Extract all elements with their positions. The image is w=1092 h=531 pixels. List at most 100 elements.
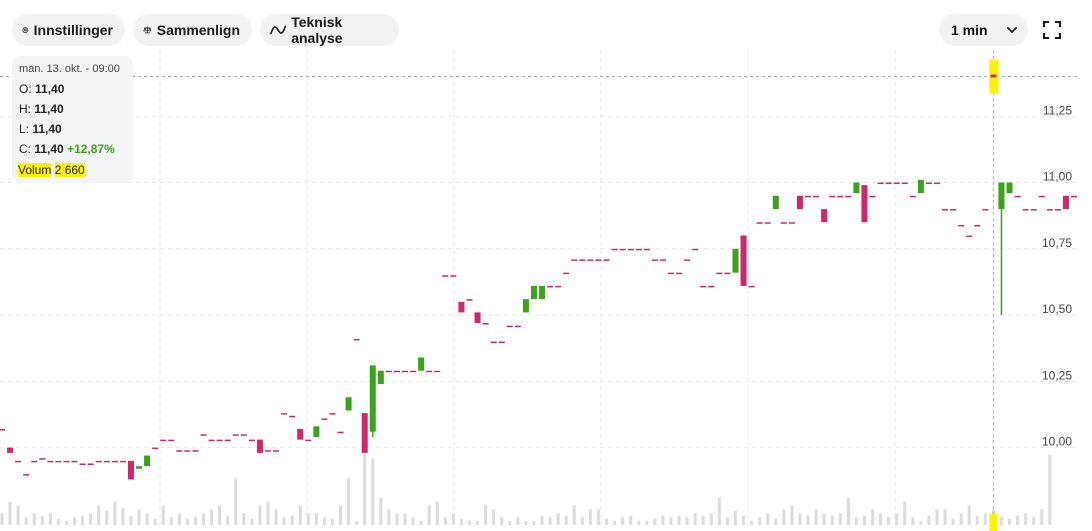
candle-body (966, 235, 973, 238)
candle-body (732, 248, 739, 273)
volume-bar (701, 515, 705, 525)
scale-icon (143, 26, 152, 34)
candle-body (95, 460, 102, 463)
candle (321, 418, 328, 420)
volume-bar (605, 518, 609, 525)
volume-bar (395, 513, 399, 525)
candle-body (321, 418, 328, 420)
volume-bar (750, 521, 754, 525)
volume-bar (355, 521, 359, 525)
candle (256, 439, 263, 453)
candle-body (490, 341, 497, 344)
volume-bar (113, 501, 117, 525)
volume-bar (862, 515, 866, 525)
technical-analysis-button[interactable]: Teknisk analyse (260, 14, 399, 46)
volume-bar (169, 517, 173, 525)
candle (71, 460, 78, 463)
candle-body (667, 272, 674, 275)
candle (966, 235, 973, 238)
volume-bar (540, 515, 544, 525)
candle-body (369, 365, 376, 432)
volume-bar (677, 515, 681, 525)
volume-bar (347, 478, 351, 525)
compare-label: Sammenlign (156, 22, 240, 38)
candle-body (530, 285, 537, 300)
volume-bar (556, 513, 560, 525)
candle (353, 338, 360, 341)
candle-body (377, 370, 384, 384)
candle (144, 455, 151, 467)
compare-button[interactable]: Sammenlign (133, 14, 252, 46)
candle-body (329, 413, 336, 415)
volume-bar (500, 517, 504, 525)
volume-bar (975, 515, 979, 525)
y-tick-label: 11,00 (1043, 170, 1072, 184)
volume-bar (258, 505, 262, 525)
candle-body (764, 222, 771, 224)
candle (385, 370, 392, 373)
volume-bar (637, 521, 641, 525)
candle (55, 460, 62, 463)
high-label: H: (19, 102, 31, 116)
volume-bar (742, 515, 746, 525)
candle-body (136, 466, 143, 469)
candle-body (393, 370, 400, 373)
candle (410, 370, 417, 373)
candle (289, 415, 296, 418)
candle (813, 195, 820, 198)
volume-bar (32, 513, 36, 525)
settings-button[interactable]: Innstillinger (12, 14, 125, 46)
volume-bar (830, 515, 834, 525)
volume-bar (177, 513, 181, 525)
candle (152, 447, 159, 450)
interval-select[interactable]: 1 min (939, 14, 1028, 46)
candle (579, 259, 586, 261)
candle (514, 325, 521, 328)
candle (571, 259, 578, 261)
candle-body (579, 259, 586, 261)
candle-body (1071, 195, 1077, 198)
candle (643, 248, 650, 251)
y-tick-label: 10,75 (1042, 236, 1072, 250)
candle (224, 439, 231, 442)
volume-bar (105, 510, 109, 525)
y-tick-label: 10,25 (1042, 368, 1072, 382)
candle (555, 285, 562, 288)
candle (434, 370, 441, 373)
volume-bar (1048, 454, 1052, 525)
candle (240, 434, 247, 436)
volume-bar (1040, 509, 1044, 525)
gear-icon (22, 26, 29, 34)
candle (248, 439, 255, 442)
volume-bar (709, 513, 713, 525)
candle (692, 248, 699, 251)
candle (756, 222, 763, 224)
volume-bar (1024, 513, 1028, 525)
candle-body (305, 439, 312, 442)
volume-bar (210, 509, 214, 525)
volume-bar (145, 513, 149, 525)
candle-body (635, 248, 642, 251)
candle-body (942, 209, 949, 211)
candle (23, 474, 30, 476)
candle-body (426, 370, 433, 373)
candle-body (933, 182, 940, 185)
fullscreen-icon[interactable] (1042, 20, 1062, 40)
volume-bar (435, 501, 439, 525)
candle-body (7, 447, 14, 453)
ohlc-tooltip: man. 13. okt. - 09:00 O: 11,40 H: 11,40 … (12, 56, 133, 183)
volume-bar (363, 454, 367, 525)
candle (651, 259, 658, 261)
candle (780, 222, 787, 224)
candle-body (264, 450, 271, 452)
volume-bar (40, 515, 44, 525)
tooltip-open-row: O: 11,40 (19, 82, 64, 96)
candle (1071, 195, 1077, 198)
candle (772, 195, 779, 210)
candle (136, 466, 143, 469)
volume-bar (927, 515, 931, 525)
candle (659, 259, 666, 261)
candle (1054, 209, 1061, 211)
high-value: 11,40 (34, 102, 64, 116)
